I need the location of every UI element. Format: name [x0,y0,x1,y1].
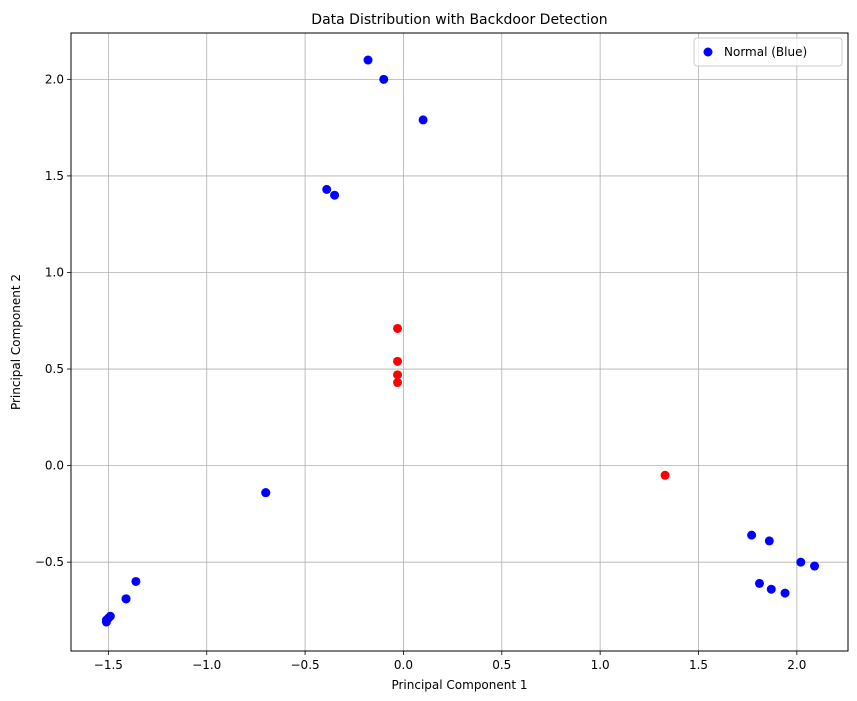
data-point-backdoor [393,378,403,388]
y-tick-label: 1.5 [45,169,64,183]
y-tick-label: 2.0 [45,72,64,86]
data-point-normal [754,578,764,588]
data-point-backdoor [393,323,403,333]
data-point-normal [796,557,806,567]
grid [71,33,848,651]
data-point-normal [330,190,340,200]
y-axis-label: Principal Component 2 [9,274,23,410]
y-tick-label: −0.5 [35,555,64,569]
y-tick-label: 0.5 [45,362,64,376]
data-point-normal [780,588,790,598]
x-tick-label: 2.0 [787,658,806,672]
plot-area-frame [70,32,849,652]
x-axis-ticks: −1.5 −1.0 −0.5 0.0 0.5 1.0 1.5 2.0 [94,651,806,672]
data-point-normal [322,184,332,194]
data-point-backdoor [393,370,403,380]
data-point-normal [379,74,389,84]
data-point-normal [766,584,776,594]
x-tick-label: −0.5 [291,658,320,672]
data-point-normal [747,530,757,540]
data-point-backdoor [660,470,670,480]
legend-marker-normal [703,47,713,57]
x-tick-label: −1.5 [94,658,123,672]
x-tick-label: 0.0 [394,658,413,672]
legend: Normal (Blue) [693,37,843,67]
data-point-normal [101,617,111,627]
legend-label-normal: Normal (Blue) [724,45,807,59]
legend-box [693,37,843,67]
x-tick-label: 1.5 [689,658,708,672]
chart-title: Data Distribution with Backdoor Detectio… [311,12,607,28]
data-point-normal [121,594,131,604]
data-points [101,55,820,627]
data-point-normal [131,576,141,586]
data-point-normal [764,536,774,546]
x-tick-label: 0.5 [492,658,511,672]
x-tick-label: −1.0 [192,658,221,672]
y-tick-label: 0.0 [45,459,64,473]
x-axis-label: Principal Component 1 [391,678,527,692]
data-point-normal [261,488,271,498]
data-point-normal [363,55,373,65]
y-tick-label: 1.0 [45,265,64,279]
y-axis-ticks: −0.5 0.0 0.5 1.0 1.5 2.0 [35,72,71,569]
data-point-normal [418,115,428,125]
data-point-backdoor [393,356,403,366]
x-tick-label: 1.0 [591,658,610,672]
data-point-normal [810,561,820,571]
